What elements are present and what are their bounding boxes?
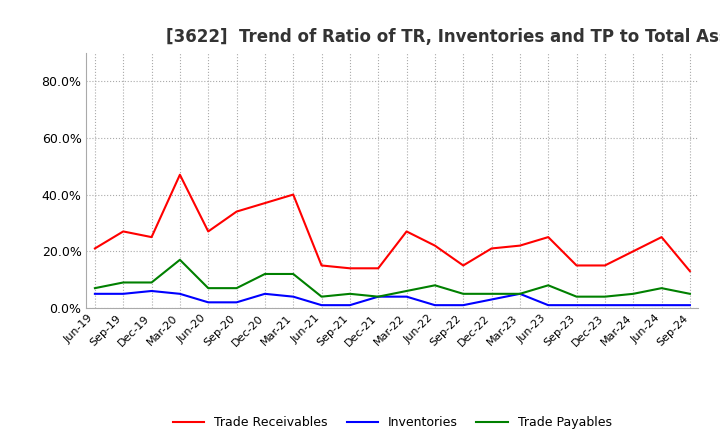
Line: Trade Payables: Trade Payables bbox=[95, 260, 690, 297]
Inventories bbox=[176, 291, 184, 297]
Trade Payables bbox=[487, 291, 496, 297]
Inventories bbox=[402, 294, 411, 299]
Trade Payables bbox=[629, 291, 637, 297]
Trade Payables bbox=[459, 291, 467, 297]
Inventories bbox=[233, 300, 241, 305]
Trade Receivables bbox=[233, 209, 241, 214]
Trade Payables bbox=[233, 286, 241, 291]
Trade Receivables bbox=[148, 235, 156, 240]
Trade Receivables bbox=[289, 192, 297, 197]
Trade Payables bbox=[91, 286, 99, 291]
Trade Receivables bbox=[487, 246, 496, 251]
Trade Payables bbox=[431, 282, 439, 288]
Trade Receivables bbox=[459, 263, 467, 268]
Trade Receivables bbox=[176, 172, 184, 177]
Trade Receivables bbox=[204, 229, 212, 234]
Trade Receivables bbox=[119, 229, 127, 234]
Line: Trade Receivables: Trade Receivables bbox=[95, 175, 690, 271]
Trade Receivables bbox=[544, 235, 552, 240]
Trade Receivables bbox=[91, 246, 99, 251]
Trade Receivables bbox=[402, 229, 411, 234]
Trade Receivables bbox=[261, 201, 269, 206]
Inventories bbox=[91, 291, 99, 297]
Inventories bbox=[516, 291, 524, 297]
Trade Receivables bbox=[516, 243, 524, 248]
Trade Payables bbox=[685, 291, 694, 297]
Inventories bbox=[685, 303, 694, 308]
Trade Payables bbox=[600, 294, 609, 299]
Text: [3622]  Trend of Ratio of TR, Inventories and TP to Total Assets: [3622] Trend of Ratio of TR, Inventories… bbox=[166, 28, 720, 46]
Inventories bbox=[318, 303, 326, 308]
Inventories bbox=[459, 303, 467, 308]
Inventories bbox=[431, 303, 439, 308]
Trade Payables bbox=[346, 291, 354, 297]
Trade Payables bbox=[176, 257, 184, 262]
Trade Receivables bbox=[374, 266, 382, 271]
Trade Payables bbox=[657, 286, 666, 291]
Line: Inventories: Inventories bbox=[95, 291, 690, 305]
Trade Receivables bbox=[346, 266, 354, 271]
Trade Receivables bbox=[431, 243, 439, 248]
Inventories bbox=[629, 303, 637, 308]
Trade Receivables bbox=[572, 263, 581, 268]
Inventories bbox=[119, 291, 127, 297]
Inventories bbox=[544, 303, 552, 308]
Trade Payables bbox=[318, 294, 326, 299]
Inventories bbox=[148, 288, 156, 293]
Trade Payables bbox=[289, 271, 297, 277]
Inventories bbox=[572, 303, 581, 308]
Trade Receivables bbox=[600, 263, 609, 268]
Inventories bbox=[346, 303, 354, 308]
Inventories bbox=[374, 294, 382, 299]
Inventories bbox=[204, 300, 212, 305]
Trade Payables bbox=[148, 280, 156, 285]
Inventories bbox=[487, 297, 496, 302]
Trade Payables bbox=[544, 282, 552, 288]
Trade Payables bbox=[516, 291, 524, 297]
Trade Payables bbox=[119, 280, 127, 285]
Inventories bbox=[289, 294, 297, 299]
Legend: Trade Receivables, Inventories, Trade Payables: Trade Receivables, Inventories, Trade Pa… bbox=[168, 411, 617, 434]
Trade Payables bbox=[204, 286, 212, 291]
Trade Payables bbox=[572, 294, 581, 299]
Trade Receivables bbox=[685, 268, 694, 274]
Trade Payables bbox=[374, 294, 382, 299]
Trade Payables bbox=[261, 271, 269, 277]
Inventories bbox=[600, 303, 609, 308]
Inventories bbox=[261, 291, 269, 297]
Inventories bbox=[657, 303, 666, 308]
Trade Receivables bbox=[629, 249, 637, 254]
Trade Payables bbox=[402, 288, 411, 293]
Trade Receivables bbox=[657, 235, 666, 240]
Trade Receivables bbox=[318, 263, 326, 268]
